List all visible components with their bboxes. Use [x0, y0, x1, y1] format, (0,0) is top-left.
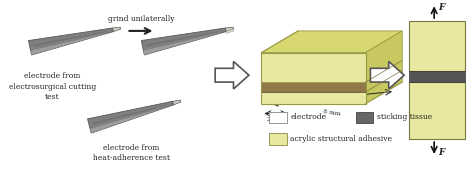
Polygon shape [365, 31, 402, 104]
Text: grind unilaterally: grind unilaterally [108, 15, 174, 23]
Text: F: F [438, 148, 444, 157]
Text: electrode: electrode [291, 113, 327, 121]
Polygon shape [28, 28, 113, 55]
Polygon shape [31, 32, 113, 55]
Bar [269, 112, 286, 123]
Text: 2 mm: 2 mm [267, 117, 285, 122]
Polygon shape [93, 105, 167, 125]
Polygon shape [144, 32, 226, 55]
Polygon shape [262, 92, 365, 104]
Text: acrylic structural adhesive: acrylic structural adhesive [291, 135, 392, 143]
Polygon shape [262, 82, 365, 92]
Polygon shape [262, 53, 365, 82]
Bar [356, 112, 374, 123]
Polygon shape [113, 27, 121, 32]
Text: electrode from
electrosurgical cutting
test: electrode from electrosurgical cutting t… [9, 72, 96, 101]
Bar [409, 71, 465, 83]
Bar [409, 21, 465, 71]
Polygon shape [226, 27, 234, 32]
Text: sticking tissue: sticking tissue [377, 113, 432, 121]
Polygon shape [262, 31, 402, 53]
Text: 8 mm: 8 mm [323, 109, 341, 116]
Polygon shape [226, 29, 234, 33]
Polygon shape [173, 100, 181, 105]
Polygon shape [215, 61, 249, 89]
Text: electrode from
heat-adherence test: electrode from heat-adherence test [93, 144, 170, 162]
Polygon shape [34, 31, 107, 47]
Polygon shape [146, 31, 219, 47]
Text: F: F [438, 3, 444, 12]
Polygon shape [90, 105, 173, 133]
Polygon shape [88, 101, 173, 133]
Bar [409, 83, 465, 139]
Polygon shape [370, 61, 404, 89]
Polygon shape [141, 28, 226, 55]
Bar [269, 133, 286, 145]
